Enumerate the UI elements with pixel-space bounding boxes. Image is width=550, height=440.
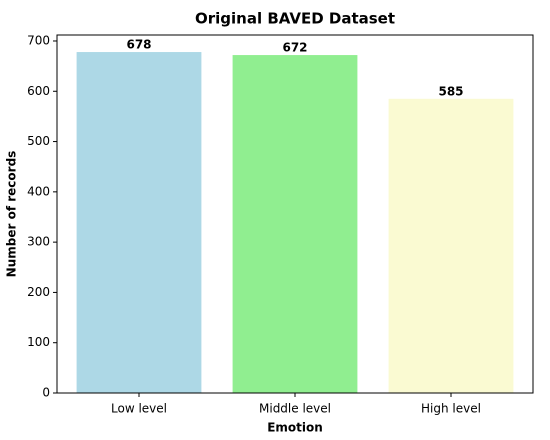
y-tick-label: 500 — [27, 134, 50, 148]
y-tick-label: 100 — [27, 335, 50, 349]
bar — [76, 52, 202, 394]
y-tick-label: 600 — [27, 84, 50, 98]
plot-frame — [56, 34, 534, 394]
x-tick-label: Low level — [111, 402, 167, 416]
y-tick-label: 300 — [27, 235, 50, 249]
y-axis-label: Number of records — [5, 151, 19, 278]
y-tick-label: 200 — [27, 285, 50, 299]
bar — [232, 55, 358, 394]
y-tick-label: 400 — [27, 184, 50, 198]
x-tick-label: Middle level — [259, 402, 331, 416]
value-label: 678 — [126, 38, 151, 52]
y-tick-label: 700 — [27, 33, 50, 47]
value-label: 672 — [282, 41, 307, 55]
bar — [388, 98, 514, 393]
y-tick-label: 0 — [42, 386, 50, 400]
x-tick-label: High level — [421, 402, 481, 416]
value-label: 585 — [438, 84, 463, 98]
x-axis-label: Emotion — [267, 421, 323, 435]
chart-title: Original BAVED Dataset — [195, 10, 395, 28]
